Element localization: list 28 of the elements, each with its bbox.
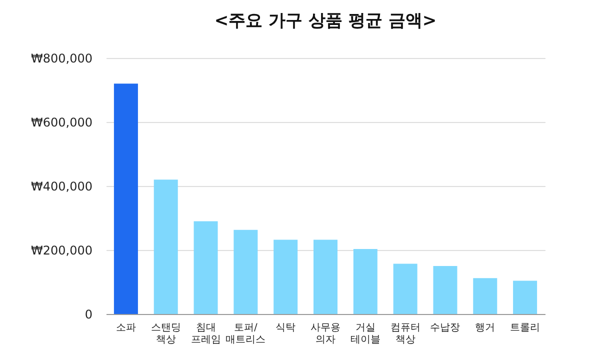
x-tick-label: 트롤리	[510, 322, 540, 334]
bar	[274, 240, 298, 314]
y-tick-label: ₩800,000	[31, 52, 92, 66]
x-tick-label: 소파	[116, 322, 136, 334]
bar	[353, 249, 378, 314]
x-tick-label: 컴퓨터 책상	[390, 322, 420, 346]
bar	[234, 230, 258, 314]
bar	[433, 266, 458, 314]
bar	[154, 180, 178, 314]
bar	[194, 221, 218, 314]
y-tick-label: ₩400,000	[31, 180, 92, 194]
x-tick-label: 침대 프레임	[190, 322, 221, 346]
bar	[114, 84, 138, 314]
y-tick-label: 0	[84, 308, 92, 322]
x-tick-label: 토퍼/ 매트리스	[226, 322, 266, 346]
x-tick-label: 식탁	[276, 322, 296, 334]
y-tick-label: ₩200,000	[31, 244, 92, 258]
x-tick-label: 사무용 의자	[310, 322, 340, 346]
bar	[393, 264, 418, 314]
x-tick-label: 수납장	[430, 322, 460, 334]
x-tick-label: 거실 테이블	[350, 322, 380, 346]
bar	[513, 280, 538, 314]
x-tick-label: 행거	[475, 322, 496, 334]
bar	[314, 240, 338, 314]
bar	[473, 278, 498, 314]
chart-title: <주요 가구 상품 평균 금액>	[214, 11, 437, 31]
x-tick-label: 스탠딩 책상	[150, 322, 181, 346]
y-tick-label: ₩600,000	[31, 116, 92, 130]
